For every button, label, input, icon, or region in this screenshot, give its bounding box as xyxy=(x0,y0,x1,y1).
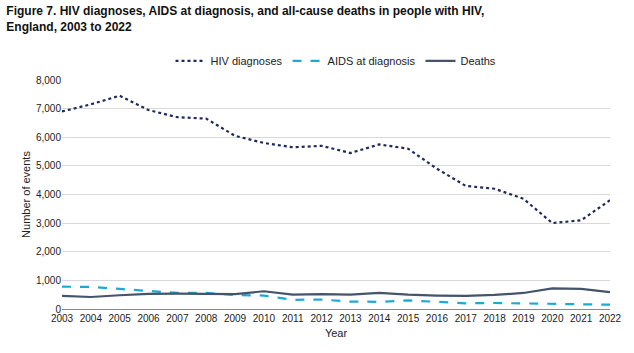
svg-text:Deaths: Deaths xyxy=(460,55,495,67)
svg-text:2015: 2015 xyxy=(397,313,420,324)
svg-text:2008: 2008 xyxy=(195,313,218,324)
svg-text:2011: 2011 xyxy=(282,313,304,324)
svg-text:3,000: 3,000 xyxy=(36,218,61,229)
svg-text:4,000: 4,000 xyxy=(36,189,61,200)
svg-text:2003: 2003 xyxy=(51,313,74,324)
svg-text:2014: 2014 xyxy=(368,313,391,324)
svg-text:5,000: 5,000 xyxy=(36,160,61,171)
svg-text:2004: 2004 xyxy=(80,313,103,324)
svg-text:2012: 2012 xyxy=(310,313,333,324)
svg-text:2021: 2021 xyxy=(570,313,593,324)
svg-text:2018: 2018 xyxy=(484,313,507,324)
svg-text:HIV diagnoses: HIV diagnoses xyxy=(211,55,283,67)
svg-text:1,000: 1,000 xyxy=(36,275,61,286)
svg-text:0: 0 xyxy=(55,304,61,315)
svg-text:2006: 2006 xyxy=(137,313,160,324)
svg-text:2013: 2013 xyxy=(339,313,362,324)
svg-text:8,000: 8,000 xyxy=(36,75,61,86)
svg-text:Year: Year xyxy=(325,327,348,339)
svg-text:6,000: 6,000 xyxy=(36,132,61,143)
svg-text:AIDS at diagnosis: AIDS at diagnosis xyxy=(328,55,416,67)
svg-text:2010: 2010 xyxy=(253,313,276,324)
svg-text:2022: 2022 xyxy=(599,313,622,324)
svg-text:2009: 2009 xyxy=(224,313,247,324)
svg-text:2017: 2017 xyxy=(455,313,478,324)
svg-text:Figure 7. HIV diagnoses, AIDS: Figure 7. HIV diagnoses, AIDS at diagnos… xyxy=(6,4,484,34)
svg-text:2,000: 2,000 xyxy=(36,246,61,257)
svg-text:2020: 2020 xyxy=(541,313,564,324)
svg-text:2005: 2005 xyxy=(109,313,132,324)
svg-text:2007: 2007 xyxy=(166,313,189,324)
svg-text:2019: 2019 xyxy=(512,313,535,324)
svg-text:7,000: 7,000 xyxy=(36,103,61,114)
svg-text:Number of events: Number of events xyxy=(20,151,32,238)
svg-text:2016: 2016 xyxy=(426,313,449,324)
